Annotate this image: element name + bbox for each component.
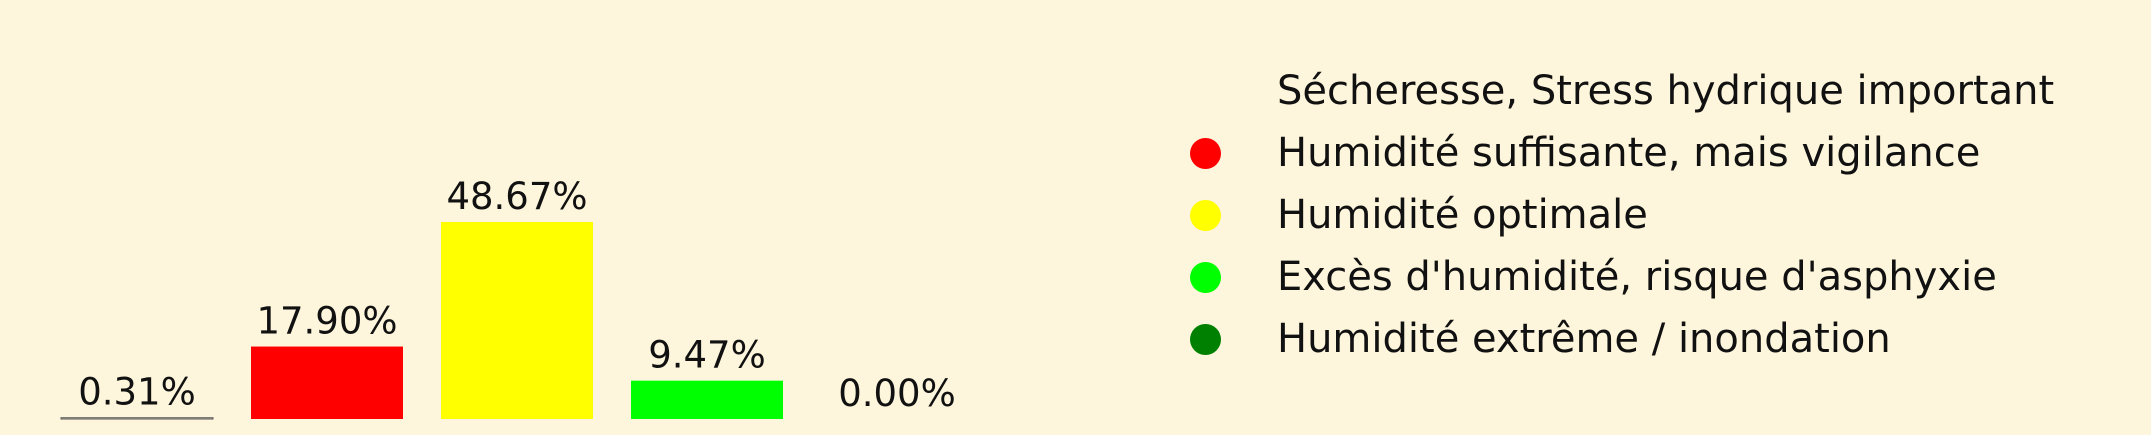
bar-optimale xyxy=(441,222,593,419)
legend-marker-vigilance xyxy=(1190,137,1221,169)
bar-secheresse xyxy=(60,417,214,420)
data-label-vigilance: 17.90% xyxy=(256,300,397,343)
legend-item-optimale: Humidité optimale xyxy=(1190,184,2054,246)
legend-marker-inondation xyxy=(1190,323,1221,355)
legend-label-inondation: Humidité extrême / inondation xyxy=(1277,316,1891,362)
legend: Sécheresse, Stress hydrique important Hu… xyxy=(1190,60,2054,370)
legend-label-secheresse: Sécheresse, Stress hydrique important xyxy=(1277,68,2055,114)
bar-vigilance xyxy=(251,346,403,419)
data-label-optimale: 48.67% xyxy=(446,175,587,218)
legend-label-optimale: Humidité optimale xyxy=(1277,192,1648,238)
data-label-secheresse: 0.31% xyxy=(78,371,196,414)
bar-exces xyxy=(631,380,783,419)
data-label-inondation: 0.00% xyxy=(838,372,956,415)
legend-item-vigilance: Humidité suffisante, mais vigilance xyxy=(1190,122,2054,184)
legend-item-exces: Excès d'humidité, risque d'asphyxie xyxy=(1190,246,2054,308)
data-label-exces: 9.47% xyxy=(648,334,766,377)
legend-marker-optimale xyxy=(1190,199,1221,231)
legend-item-secheresse: Sécheresse, Stress hydrique important xyxy=(1190,60,2054,122)
legend-label-vigilance: Humidité suffisante, mais vigilance xyxy=(1277,130,1981,176)
legend-marker-exces xyxy=(1190,261,1221,293)
legend-item-inondation: Humidité extrême / inondation xyxy=(1190,308,2054,370)
legend-label-exces: Excès d'humidité, risque d'asphyxie xyxy=(1277,254,1997,300)
